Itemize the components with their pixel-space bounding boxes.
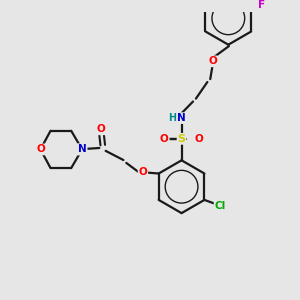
Text: S: S <box>178 134 186 144</box>
Text: O: O <box>160 134 169 144</box>
Text: O: O <box>139 167 147 177</box>
Text: O: O <box>208 56 217 66</box>
Text: N: N <box>78 144 86 154</box>
Text: N: N <box>177 113 186 123</box>
Text: N: N <box>78 144 86 154</box>
Text: H: H <box>168 112 176 123</box>
Text: O: O <box>36 144 45 154</box>
Text: Cl: Cl <box>214 201 226 211</box>
Text: O: O <box>194 134 203 144</box>
Text: O: O <box>97 124 106 134</box>
Text: F: F <box>258 0 265 10</box>
